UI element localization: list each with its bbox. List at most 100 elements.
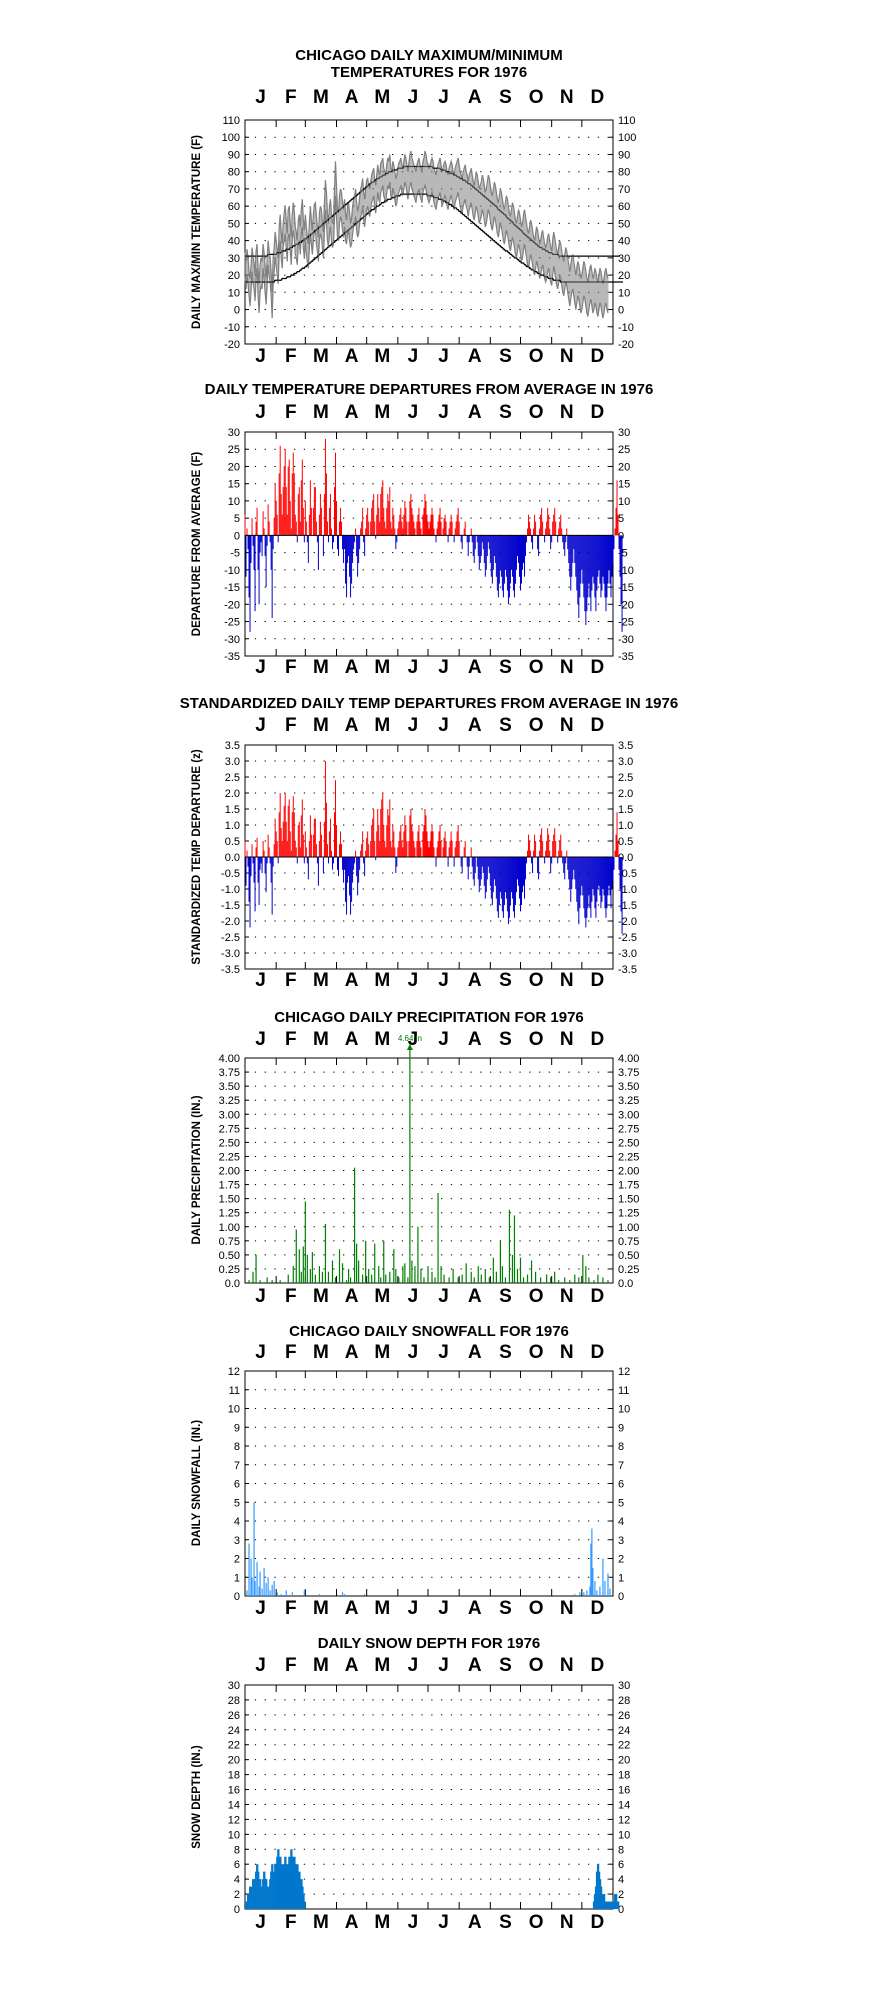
y-tick-label-right: -25: [618, 617, 634, 629]
y-tick-label-left: 4: [234, 1874, 240, 1886]
month-label-bottom: J: [255, 1286, 266, 1307]
y-tick-label-right: -2.0: [618, 916, 637, 928]
y-tick-label-left: 0.25: [219, 1264, 240, 1276]
month-label-top: J: [408, 1029, 419, 1050]
month-label-top: F: [285, 402, 297, 423]
depth-bar: [595, 1871, 598, 1909]
month-label-bottom: S: [499, 1286, 512, 1307]
y-tick-label-right: 4: [618, 1874, 624, 1886]
month-label-bottom: O: [529, 1912, 544, 1933]
month-label-top: J: [255, 402, 266, 423]
month-label-top: O: [529, 1029, 544, 1050]
month-label-bottom: O: [529, 1598, 544, 1619]
month-label-top: J: [408, 87, 419, 108]
month-label-top: D: [591, 1029, 605, 1050]
precip-y-axis-label: DAILY PRECIPITATION (IN.): [191, 1095, 203, 1244]
month-label-bottom: M: [374, 1598, 390, 1619]
month-label-top: D: [591, 1342, 605, 1363]
month-label-top: J: [438, 402, 449, 423]
month-label-bottom: J: [408, 657, 419, 678]
y-tick-label-right: 1.25: [618, 1208, 639, 1220]
y-tick-label-right: 80: [618, 167, 630, 179]
y-tick-label-left: 14: [228, 1799, 240, 1811]
month-label-bottom: A: [345, 657, 359, 678]
month-label-bottom: J: [255, 1598, 266, 1619]
depth-bar: [296, 1864, 298, 1909]
y-tick-label-right: 1.0: [618, 820, 633, 832]
month-label-top: O: [529, 402, 544, 423]
month-label-bottom: J: [438, 1286, 449, 1307]
y-tick-label-right: 3.00: [618, 1109, 639, 1121]
y-tick-label-right: 11: [618, 1385, 629, 1397]
month-label-top: M: [374, 402, 390, 423]
month-label-bottom: J: [438, 970, 449, 991]
y-tick-label-right: 10: [618, 1404, 630, 1416]
y-tick-label-left: 1.5: [225, 804, 240, 816]
month-label-bottom: N: [560, 970, 574, 991]
depth-bar: [277, 1849, 279, 1909]
depth-bar: [607, 1901, 610, 1909]
y-tick-label-right: 9: [618, 1422, 624, 1434]
y-tick-label-left: 1.75: [219, 1180, 240, 1192]
y-tick-label-left: 10: [228, 496, 240, 508]
depth-bar: [611, 1901, 614, 1909]
month-label-top: J: [255, 715, 266, 736]
y-tick-label-left: 0.0: [225, 1278, 240, 1290]
month-label-bottom: J: [438, 346, 449, 367]
y-tick-label-left: -2.5: [221, 932, 240, 944]
y-tick-label-right: 70: [618, 184, 630, 196]
month-label-top: A: [468, 1655, 482, 1676]
month-label-top: S: [499, 1655, 512, 1676]
month-label-bottom: J: [255, 970, 266, 991]
y-tick-label-right: 20: [618, 1755, 630, 1767]
y-tick-label-left: 1: [234, 1572, 240, 1584]
month-label-bottom: J: [438, 1598, 449, 1619]
month-label-bottom: D: [591, 1598, 605, 1619]
y-tick-label-left: -10: [224, 322, 240, 334]
month-label-top: M: [374, 715, 390, 736]
y-tick-label-right: 7: [618, 1460, 624, 1472]
y-tick-label-left: 10: [228, 287, 240, 299]
y-tick-label-right: 30: [618, 1680, 630, 1692]
month-label-bottom: F: [285, 1912, 297, 1933]
month-label-top: A: [345, 715, 359, 736]
depth-bar: [247, 1894, 249, 1909]
depth-bar: [264, 1871, 266, 1909]
snow-plot-frame: [244, 1370, 614, 1597]
depth-bar: [256, 1864, 258, 1909]
y-tick-label-left: 15: [228, 479, 240, 491]
depth-bar: [609, 1901, 612, 1909]
y-tick-label-right: 1.75: [618, 1180, 639, 1192]
month-label-bottom: A: [345, 1912, 359, 1933]
y-tick-label-right: 12: [618, 1814, 630, 1826]
y-tick-label-left: 100: [222, 132, 240, 144]
depth-bar: [302, 1886, 304, 1909]
y-tick-label-left: 30: [228, 253, 240, 265]
month-label-top: F: [285, 1655, 297, 1676]
y-tick-label-right: 0: [618, 305, 624, 317]
month-label-bottom: M: [313, 1598, 329, 1619]
y-tick-label-right: 15: [618, 479, 630, 491]
y-tick-label-left: -25: [224, 617, 240, 629]
depth-bar: [596, 1864, 599, 1909]
y-tick-label-left: 24: [228, 1725, 240, 1737]
month-label-top: F: [285, 715, 297, 736]
month-label-bottom: M: [313, 1912, 329, 1933]
month-label-top: N: [560, 1029, 574, 1050]
y-tick-label-left: 2.75: [219, 1123, 240, 1135]
y-tick-label-right: 28: [618, 1695, 630, 1707]
y-tick-label-left: 2.50: [219, 1137, 240, 1149]
y-tick-label-right: 100: [618, 132, 636, 144]
y-tick-label-left: 0: [234, 305, 240, 317]
month-label-top: F: [285, 1029, 297, 1050]
std-chart: STANDARDIZED DAILY TEMP DEPARTURES FROM …: [180, 695, 678, 991]
depth-bar: [251, 1886, 253, 1909]
month-label-bottom: O: [529, 346, 544, 367]
month-label-bottom: N: [560, 1912, 574, 1933]
month-label-top: S: [499, 1029, 512, 1050]
y-tick-label-left: 90: [228, 149, 240, 161]
dep-plot-frame: [244, 431, 614, 657]
depth-bar: [260, 1879, 262, 1909]
y-tick-label-right: -2.5: [618, 932, 637, 944]
y-tick-label-left: 18: [228, 1770, 240, 1782]
